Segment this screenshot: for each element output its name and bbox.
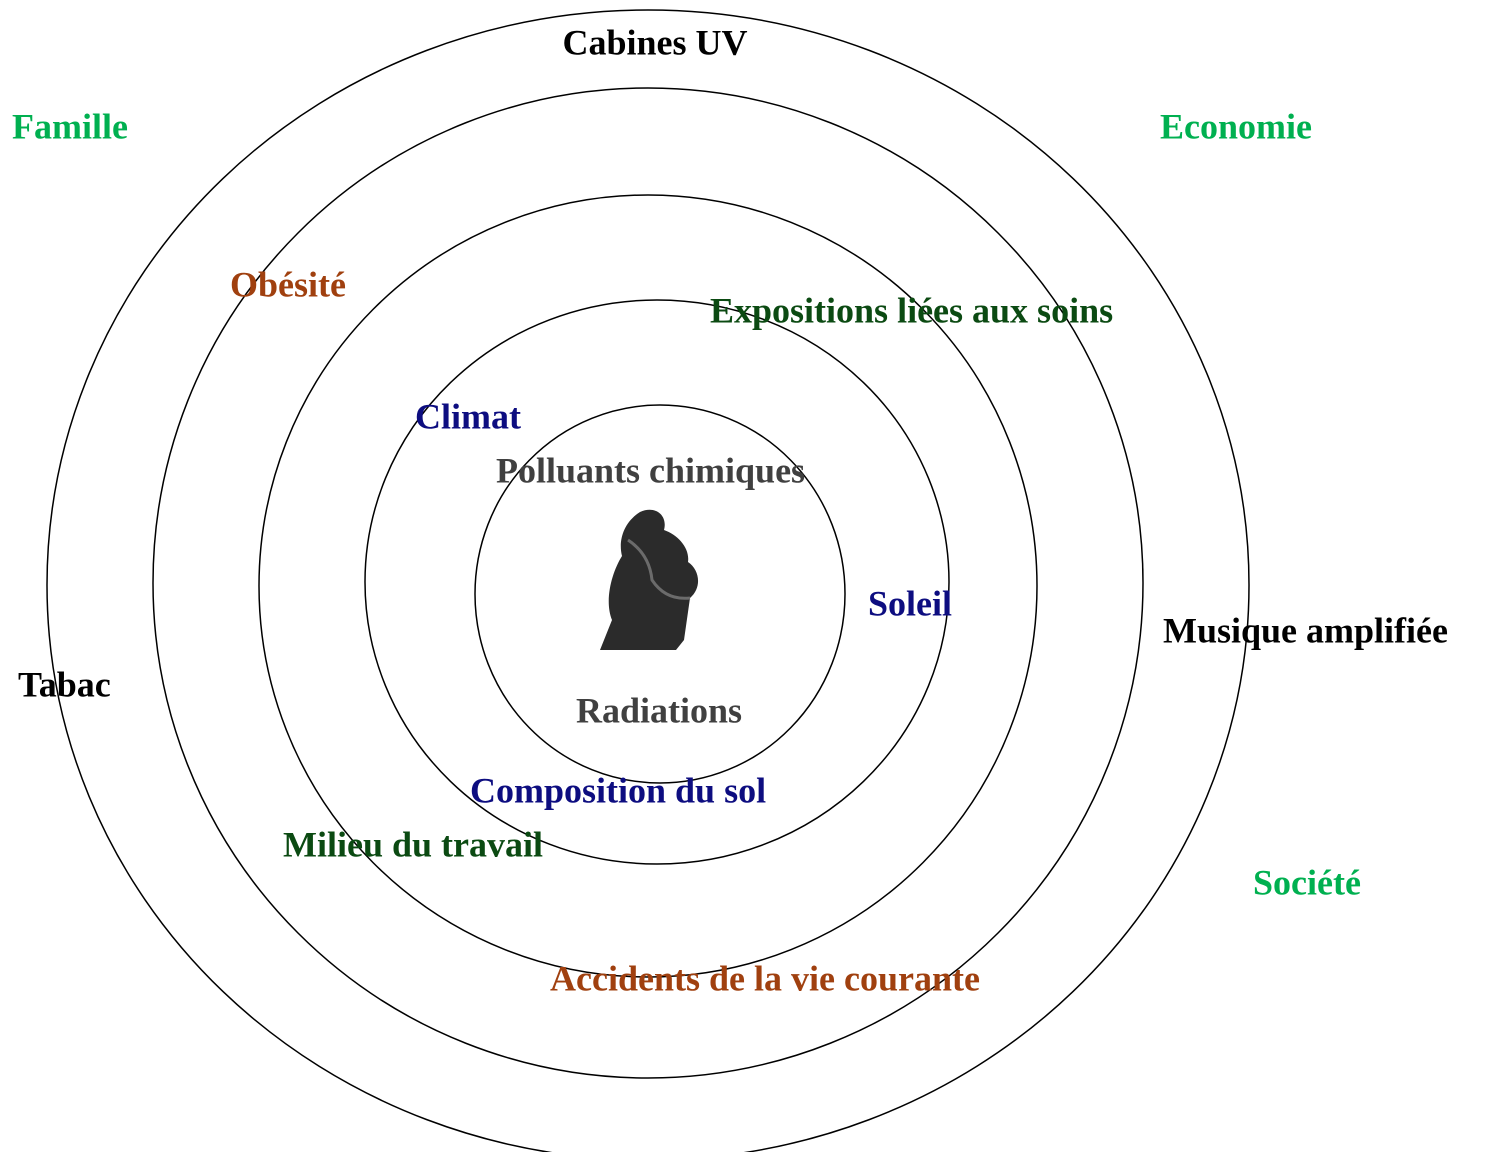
diagram: Cabines UV Famille Economie Obésité Expo… (0, 0, 1503, 1152)
label: Economie (1160, 106, 1312, 146)
thinker-statue (600, 510, 698, 650)
label: Famille (12, 106, 128, 146)
label: Polluants chimiques (496, 450, 805, 490)
label: Climat (415, 396, 521, 436)
label: Accidents de la vie courante (550, 958, 980, 998)
label: Milieu du travail (283, 824, 543, 864)
label: Musique amplifiée (1163, 610, 1448, 650)
label: Expositions liées aux soins (710, 290, 1113, 330)
label: Société (1253, 862, 1361, 902)
statue (600, 510, 698, 650)
label: Soleil (868, 583, 952, 623)
label: Cabines UV (562, 22, 747, 62)
label: Radiations (576, 690, 742, 730)
label: Tabac (18, 664, 111, 704)
label: Composition du sol (470, 770, 766, 810)
label: Obésité (230, 264, 346, 304)
